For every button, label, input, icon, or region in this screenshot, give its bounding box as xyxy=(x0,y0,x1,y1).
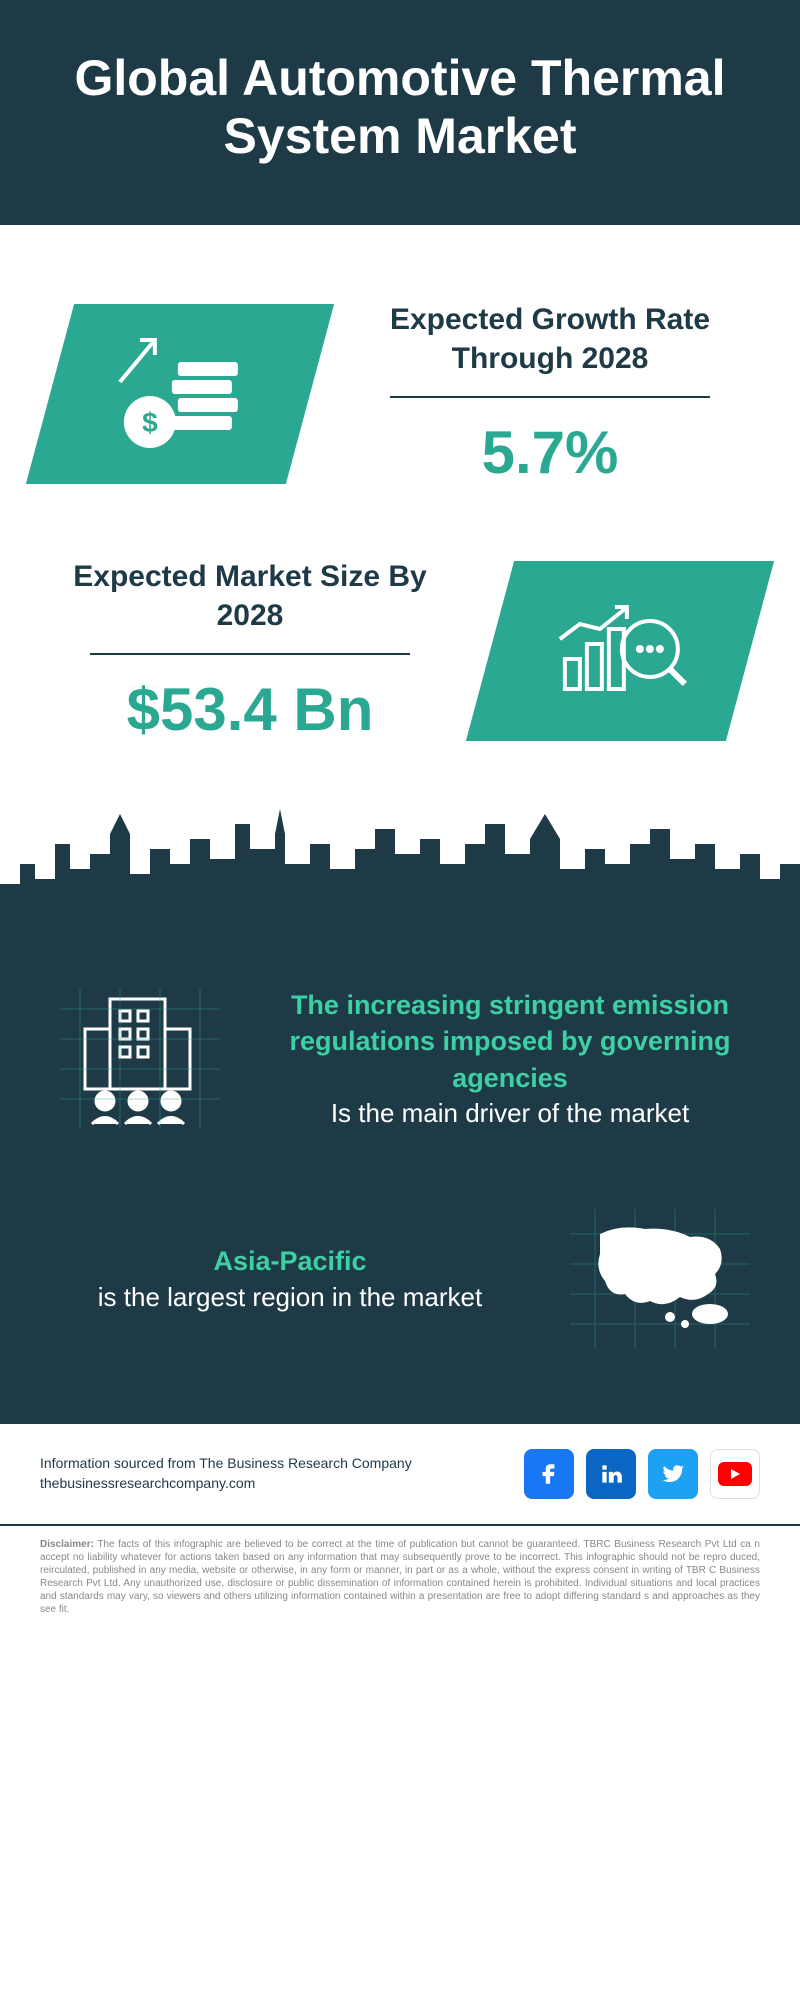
stat-market-size: Expected Market Size By 2028 $53.4 Bn xyxy=(0,507,800,764)
linkedin-icon[interactable] xyxy=(586,1449,636,1499)
driver-sub: Is the main driver of the market xyxy=(270,1096,750,1131)
disclaimer-label: Disclaimer: xyxy=(40,1539,94,1550)
chart-magnify-icon xyxy=(545,588,695,708)
driver-highlight: The increasing stringent emission regula… xyxy=(270,987,750,1096)
skyline-divider xyxy=(0,794,800,934)
header-banner: Global Automotive Thermal System Market xyxy=(0,0,800,225)
driver-text: The increasing stringent emission regula… xyxy=(270,987,750,1131)
driver-row: The increasing stringent emission regula… xyxy=(50,984,750,1134)
region-highlight: Asia-Pacific xyxy=(213,1246,366,1276)
stat-growth-text: Expected Growth Rate Through 2028 5.7% xyxy=(350,300,750,487)
source-line2: thebusinessresearchcompany.com xyxy=(40,1474,412,1494)
social-icons xyxy=(524,1449,760,1499)
stat-growth-rate: $ Expected Growth Rate Through 2028 5.7% xyxy=(0,250,800,507)
dark-info-section: The increasing stringent emission regula… xyxy=(0,934,800,1424)
divider xyxy=(90,653,410,655)
stat-growth-value: 5.7% xyxy=(350,418,750,487)
region-sub: is the largest region in the market xyxy=(98,1282,482,1312)
source-line1: Information sourced from The Business Re… xyxy=(40,1454,412,1474)
youtube-icon[interactable] xyxy=(710,1449,760,1499)
facebook-icon[interactable] xyxy=(524,1449,574,1499)
twitter-icon[interactable] xyxy=(648,1449,698,1499)
spacer xyxy=(0,225,800,250)
stat-market-text: Expected Market Size By 2028 $53.4 Bn xyxy=(50,557,450,744)
page-title: Global Automotive Thermal System Market xyxy=(40,50,760,165)
disclaimer: Disclaimer: The facts of this infographi… xyxy=(0,1526,800,1646)
growth-icon-shape: $ xyxy=(26,304,334,484)
svg-text:$: $ xyxy=(142,406,158,437)
disclaimer-text: The facts of this infographic are believ… xyxy=(40,1539,760,1615)
asia-map-icon xyxy=(570,1204,750,1354)
buildings-people-icon xyxy=(50,984,230,1134)
region-text: Asia-Pacific is the largest region in th… xyxy=(50,1243,530,1315)
stat-market-label: Expected Market Size By 2028 xyxy=(50,557,450,635)
footer-source: Information sourced from The Business Re… xyxy=(0,1424,800,1526)
stat-market-value: $53.4 Bn xyxy=(50,675,450,744)
stat-growth-label: Expected Growth Rate Through 2028 xyxy=(350,300,750,378)
region-row: Asia-Pacific is the largest region in th… xyxy=(50,1204,750,1354)
divider xyxy=(390,396,710,398)
source-text: Information sourced from The Business Re… xyxy=(40,1454,412,1493)
money-growth-icon: $ xyxy=(110,331,250,451)
market-icon-shape xyxy=(466,561,774,741)
